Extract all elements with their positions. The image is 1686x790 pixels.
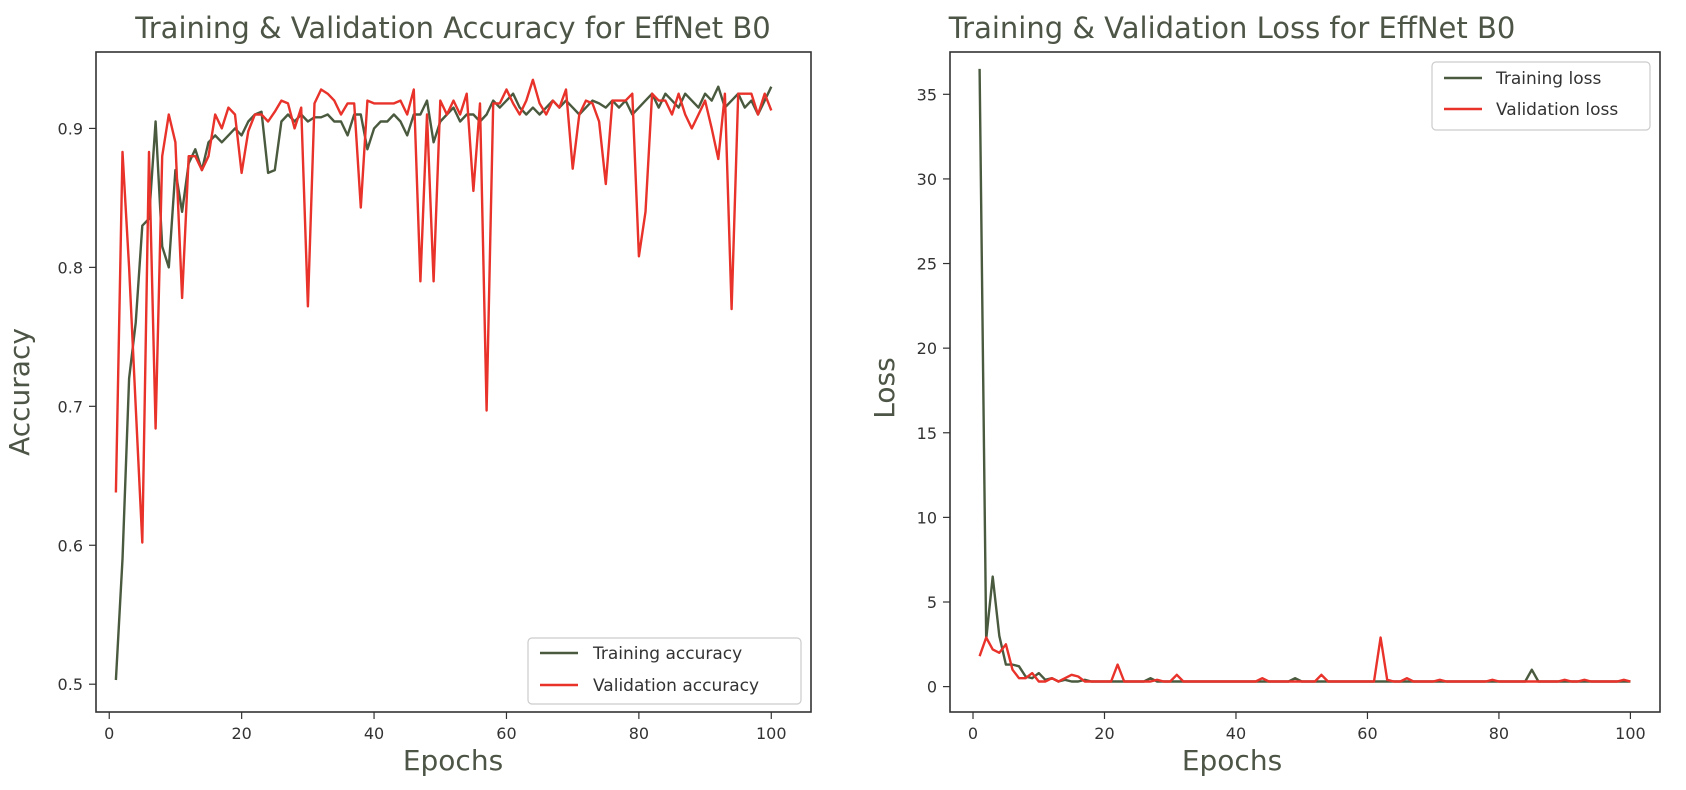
- loss-ytick-label: 5: [927, 593, 937, 612]
- loss-ytick-label: 25: [917, 255, 937, 274]
- legend-label-training-loss: Training loss: [1495, 69, 1601, 89]
- accuracy-chart-title: Training & Validation Accuracy for EffNe…: [134, 11, 770, 45]
- accuracy-legend-box: [527, 637, 802, 705]
- series-line-validation-loss: [978, 636, 1631, 683]
- accuracy-xtick-label: 80: [629, 724, 649, 743]
- loss-chart-lines: [978, 68, 1631, 683]
- loss-xtick-label: 40: [1226, 724, 1246, 743]
- loss-chart-ticks: 0 20 40 60 80 100 0 5 10 15 20 25 30 35: [917, 85, 1646, 743]
- loss-chart-ylabel: Loss: [868, 357, 901, 418]
- accuracy-xtick-label: 60: [496, 724, 516, 743]
- accuracy-xtick-label: 20: [231, 724, 251, 743]
- loss-chart-frame: [949, 51, 1661, 713]
- loss-xtick-label: 0: [968, 724, 978, 743]
- accuracy-chart-xlabel: Epochs: [403, 744, 503, 777]
- loss-ytick-label: 20: [917, 339, 937, 358]
- loss-chart-xlabel: Epochs: [1182, 744, 1282, 777]
- loss-xtick-label: 80: [1489, 724, 1509, 743]
- loss-legend-box: [1431, 61, 1651, 131]
- accuracy-chart: Training & Validation Accuracy for EffNe…: [3, 11, 812, 777]
- accuracy-chart-ylabel: Accuracy: [3, 328, 36, 456]
- loss-ytick-label: 35: [917, 85, 937, 104]
- loss-xtick-label: 60: [1357, 724, 1377, 743]
- loss-xtick-label: 20: [1094, 724, 1114, 743]
- series-line-validation-accuracy: [114, 78, 773, 544]
- accuracy-xtick-label: 0: [104, 724, 114, 743]
- loss-chart-legend: Training loss Validation loss: [1431, 61, 1651, 131]
- accuracy-chart-ticks: 0 20 40 60 80 100 0.5 0.6 0.7 0.8 0.9: [58, 119, 787, 743]
- loss-ytick-label: 30: [917, 170, 937, 189]
- accuracy-ytick-label: 0.8: [58, 258, 83, 277]
- legend-label-validation-loss: Validation loss: [1496, 100, 1618, 120]
- accuracy-ytick-label: 0.6: [58, 536, 83, 555]
- accuracy-chart-lines: [114, 78, 773, 681]
- legend-label-training-accuracy: Training accuracy: [592, 644, 742, 664]
- legend-label-validation-accuracy: Validation accuracy: [593, 676, 759, 696]
- accuracy-chart-frame: [95, 51, 812, 713]
- accuracy-ytick-label: 0.7: [58, 397, 83, 416]
- accuracy-xtick-label: 40: [364, 724, 384, 743]
- loss-ytick-label: 0: [927, 678, 937, 697]
- loss-xtick-label: 100: [1615, 724, 1646, 743]
- accuracy-chart-legend: Training accuracy Validation accuracy: [527, 637, 802, 705]
- loss-ytick-label: 15: [917, 424, 937, 443]
- loss-ytick-label: 10: [917, 508, 937, 527]
- accuracy-ytick-label: 0.5: [58, 675, 83, 694]
- accuracy-xtick-label: 100: [756, 724, 787, 743]
- accuracy-ytick-label: 0.9: [58, 119, 83, 138]
- loss-chart: Training & Validation Loss for EffNet B0…: [868, 11, 1661, 777]
- loss-chart-title: Training & Validation Loss for EffNet B0: [948, 11, 1516, 45]
